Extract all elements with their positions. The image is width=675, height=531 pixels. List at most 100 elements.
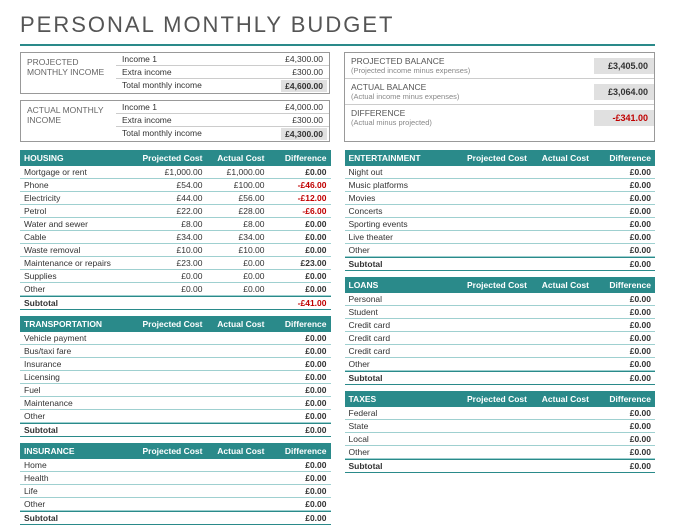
row-name: Water and sewer: [24, 219, 141, 229]
budget-row: Other£0.00: [20, 410, 331, 423]
row-diff: £0.00: [265, 398, 327, 408]
subtotal-diff: £0.00: [589, 259, 651, 269]
row-actual: £0.00: [203, 258, 265, 268]
row-diff: £0.00: [589, 333, 651, 343]
row-diff: £0.00: [589, 245, 651, 255]
row-name: Vehicle payment: [24, 333, 141, 343]
category-name: LOANS: [349, 280, 466, 290]
subtotal-label: Subtotal: [349, 259, 466, 269]
row-projected: [465, 180, 527, 190]
budget-row: Supplies£0.00£0.00£0.00: [20, 270, 331, 283]
col-projected: Projected Cost: [465, 280, 527, 290]
row-actual: [203, 411, 265, 421]
row-actual: £10.00: [203, 245, 265, 255]
budget-row: Phone£54.00£100.00-£46.00: [20, 179, 331, 192]
col-diff: Difference: [265, 319, 327, 329]
income-row-value: £4,300.00: [285, 54, 323, 64]
budget-row: Student£0.00: [345, 306, 656, 319]
row-diff: £0.00: [265, 473, 327, 483]
row-name: Night out: [349, 167, 466, 177]
row-projected: [465, 167, 527, 177]
income-total-row: Total monthly income£4,300.00: [116, 127, 329, 141]
budget-row: Vehicle payment £0.00: [20, 332, 331, 345]
income-label: PROJECTED MONTHLY INCOME: [21, 53, 116, 93]
col-diff: Difference: [265, 153, 327, 163]
row-diff: £0.00: [589, 408, 651, 418]
category-housing: HOUSINGProjected CostActual CostDifferen…: [20, 150, 331, 310]
row-diff: £0.00: [265, 333, 327, 343]
budget-row: Bus/taxi fare£0.00: [20, 345, 331, 358]
budget-row: Other£0.00: [20, 498, 331, 511]
row-diff: £0.00: [589, 434, 651, 444]
row-projected: £8.00: [141, 219, 203, 229]
subtotal-row: Subtotal£0.00: [345, 371, 656, 385]
budget-row: Maintenance or repairs£23.00£0.00£23.00: [20, 257, 331, 270]
income-row-label: Income 1: [122, 102, 157, 112]
row-actual: [527, 219, 589, 229]
budget-row: Licensing£0.00: [20, 371, 331, 384]
row-projected: [465, 294, 527, 304]
row-projected: [465, 346, 527, 356]
row-diff: £0.00: [589, 206, 651, 216]
budget-row: Life£0.00: [20, 485, 331, 498]
row-name: Credit card: [349, 320, 466, 330]
row-diff: -£46.00: [265, 180, 327, 190]
top-section: PROJECTED MONTHLY INCOME Income 1 £4,300.0…: [20, 52, 655, 142]
row-name: Life: [24, 486, 141, 496]
subtotal-projected: [141, 425, 203, 435]
budget-row: Insurance£0.00: [20, 358, 331, 371]
category-name: ENTERTAINMENT: [349, 153, 466, 163]
budget-row: Other£0.00£0.00£0.00: [20, 283, 331, 296]
row-name: Personal: [349, 294, 466, 304]
row-actual: [203, 499, 265, 509]
col-actual: Actual Cost: [527, 153, 589, 163]
row-actual: [527, 408, 589, 418]
col-actual: Actual Cost: [203, 319, 265, 329]
row-actual: [203, 460, 265, 470]
row-actual: [527, 167, 589, 177]
col-projected: Projected Cost: [141, 446, 203, 456]
income-total-label: Total monthly income: [122, 80, 202, 92]
category-name: TAXES: [349, 394, 466, 404]
row-diff: £0.00: [265, 359, 327, 369]
row-name: Fuel: [24, 385, 141, 395]
subtotal-actual: [527, 259, 589, 269]
income-total-label: Total monthly income: [122, 128, 202, 140]
row-actual: £100.00: [203, 180, 265, 190]
row-actual: [203, 346, 265, 356]
row-diff: £0.00: [265, 167, 327, 177]
right-column: ENTERTAINMENT Projected Cost Actual Cost Di…: [345, 150, 656, 531]
budget-row: Water and sewer£8.00£8.00£0.00: [20, 218, 331, 231]
income-row-label: Extra income: [122, 115, 172, 125]
subtotal-label: Subtotal: [24, 513, 141, 523]
row-diff: £0.00: [265, 245, 327, 255]
balance-value: -£341.00: [594, 110, 654, 126]
row-actual: [527, 180, 589, 190]
row-projected: [465, 447, 527, 457]
row-actual: [527, 193, 589, 203]
row-projected: [465, 320, 527, 330]
row-actual: £1,000.00: [203, 167, 265, 177]
subtotal-row: Subtotal£0.00: [345, 459, 656, 473]
row-projected: [141, 333, 203, 343]
row-diff: -£6.00: [265, 206, 327, 216]
row-projected: £10.00: [141, 245, 203, 255]
row-projected: [465, 219, 527, 229]
row-diff: £0.00: [265, 271, 327, 281]
col-diff: Difference: [589, 280, 651, 290]
row-name: Live theater: [349, 232, 466, 242]
row-name: Other: [349, 447, 466, 457]
row-name: State: [349, 421, 466, 431]
budget-row: Other£0.00: [345, 446, 656, 459]
row-projected: £0.00: [141, 271, 203, 281]
budget-row: Local£0.00: [345, 433, 656, 446]
row-actual: [203, 385, 265, 395]
income-row-label: Extra income: [122, 67, 172, 77]
row-actual: [527, 232, 589, 242]
income-row-value: £300.00: [292, 67, 323, 77]
row-name: Credit card: [349, 333, 466, 343]
left-column: HOUSINGProjected CostActual CostDifferen…: [20, 150, 331, 531]
budget-row: Electricity£44.00£56.00-£12.00: [20, 192, 331, 205]
row-diff: £0.00: [265, 385, 327, 395]
title-rule: [20, 44, 655, 46]
